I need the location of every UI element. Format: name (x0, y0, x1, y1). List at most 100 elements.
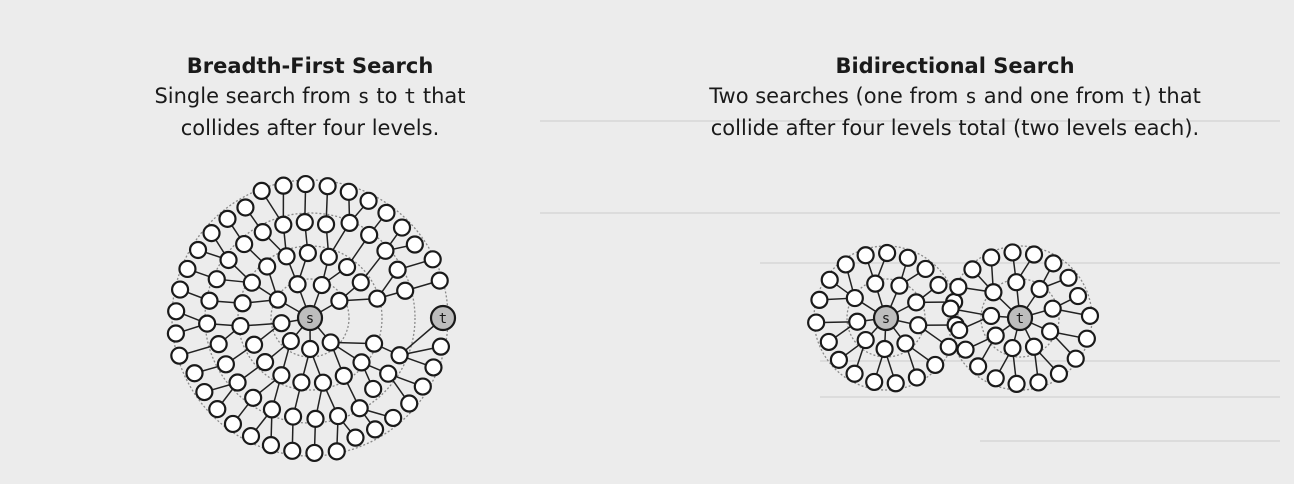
graph-node (281, 331, 300, 351)
graph-node (845, 364, 864, 383)
graph-node (898, 248, 917, 267)
graph-node (166, 324, 185, 343)
graph-node (262, 400, 282, 419)
graph-node (346, 428, 365, 447)
graph-node (228, 373, 247, 392)
graph-node (244, 335, 264, 354)
graph-node (1003, 243, 1022, 262)
graph-node (845, 288, 864, 308)
graph-node (1049, 364, 1069, 383)
graph-node (907, 368, 926, 387)
graph-node (219, 250, 238, 270)
graph-node (306, 409, 325, 428)
graph-node (890, 276, 909, 295)
graph-node (258, 257, 277, 276)
graph-node (364, 334, 384, 353)
graph-node (1030, 279, 1049, 299)
graph-node (878, 243, 897, 263)
bfs-description-line-1: Single search from s to t that (100, 80, 520, 112)
graph-node (984, 283, 1003, 302)
bidi-text: ) that (1143, 84, 1201, 108)
bfs-title: Breadth-First Search (186, 54, 434, 78)
graph-node (1066, 349, 1085, 368)
graph-node (926, 355, 945, 375)
graph-node (274, 215, 293, 234)
graph-node (218, 209, 237, 228)
graph-node (253, 223, 272, 242)
graph-node (376, 241, 395, 260)
graph-node (886, 374, 905, 393)
graph-node (207, 270, 226, 289)
graph-node (929, 275, 948, 295)
graph-node (866, 274, 885, 293)
graph-node (352, 353, 371, 372)
bfs-target-code: t (404, 84, 417, 108)
graph-node (313, 373, 333, 392)
graph-node (319, 247, 338, 266)
graph-node (1003, 338, 1022, 358)
graph-node (986, 326, 1005, 345)
graph-node (330, 291, 349, 310)
graph-node (198, 314, 217, 333)
bfs-text: that (416, 84, 466, 108)
graph-node (1029, 373, 1048, 392)
graph-node (261, 436, 281, 455)
background-rule (980, 440, 1280, 442)
graph-node (188, 240, 208, 260)
graph-node (292, 373, 311, 392)
graph-node (379, 364, 398, 383)
graph-node (231, 316, 250, 336)
background-rule (820, 360, 1280, 362)
graph-node (298, 243, 317, 263)
graph-node (350, 399, 369, 418)
graph-node (359, 191, 378, 210)
graph-node (836, 255, 855, 274)
graph-node (820, 270, 839, 289)
graph-node (856, 330, 875, 350)
graph-node (1007, 374, 1026, 394)
graph-node (982, 248, 1001, 267)
graph-node (384, 408, 403, 428)
graph-node (202, 224, 221, 243)
graph-node (956, 340, 975, 359)
graph-node (242, 273, 261, 292)
graph-node (316, 215, 336, 234)
graph-node (413, 377, 432, 396)
graph-node (907, 293, 926, 312)
graph-node (236, 198, 255, 217)
graph-node (209, 335, 228, 354)
graph-node (288, 275, 307, 294)
source-label: s (306, 311, 314, 327)
graph-node (1024, 337, 1044, 356)
bidi-title: Bidirectional Search (835, 54, 1075, 78)
graph-node (255, 353, 275, 372)
bfs-description-line-2: collides after four levels. (180, 116, 440, 140)
graph-node (388, 260, 407, 279)
bidi-source-code: s (965, 84, 978, 108)
background-rule (540, 212, 1280, 214)
graph-node (318, 177, 337, 196)
graph-node (235, 234, 254, 254)
graph-node (1077, 329, 1096, 348)
level-boundary (980, 278, 1060, 358)
graph-node (321, 333, 340, 352)
target-node (1006, 304, 1034, 332)
graph-node (916, 259, 935, 279)
graph-node (283, 441, 302, 460)
graph-node (327, 442, 346, 461)
graph-node (875, 339, 894, 359)
graph-node (969, 357, 988, 376)
graph-node (431, 337, 451, 356)
graph-node (167, 302, 186, 321)
graph-node (1059, 268, 1078, 287)
graph-node (390, 346, 409, 365)
target-label: t (439, 311, 447, 327)
graph-node (1024, 245, 1044, 264)
graph-node (301, 339, 320, 359)
graph-node (365, 420, 385, 439)
graph-node (396, 281, 415, 300)
graph-node (305, 443, 324, 463)
graph-node (856, 246, 875, 265)
graph-node (377, 203, 396, 222)
graph-node (807, 313, 826, 332)
